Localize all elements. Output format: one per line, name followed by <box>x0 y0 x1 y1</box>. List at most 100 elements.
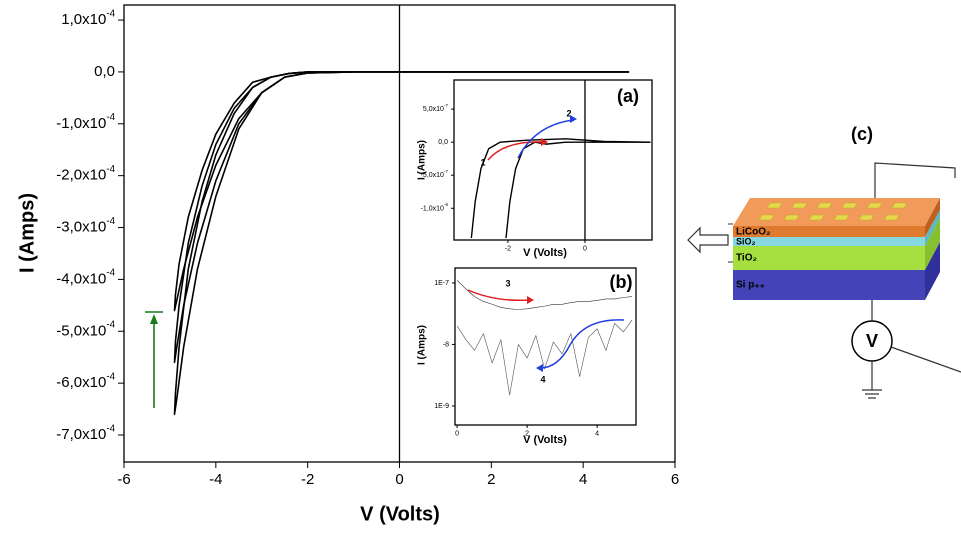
plot-frame <box>453 79 653 241</box>
wire <box>890 346 961 373</box>
tick-mantissa: -1,0x10 <box>56 115 106 132</box>
blue-head-a <box>570 115 577 123</box>
red-arrow-a <box>487 141 546 161</box>
layer-si <box>733 270 925 300</box>
x-tick-label: 2 <box>525 430 529 437</box>
tick-mantissa: 1E-9 <box>434 403 449 410</box>
tick-exponent: -7 <box>444 103 449 108</box>
layer-label: Si p₊₊ <box>736 280 765 291</box>
green-arrow <box>145 311 163 408</box>
tick-mantissa: 0,0 <box>438 139 448 146</box>
annotation: (a) <box>617 86 639 106</box>
side-tio2 <box>925 218 940 270</box>
blue-head-b <box>536 364 543 372</box>
tick-mantissa: -5,0x10 <box>56 322 106 339</box>
side-si <box>925 242 940 300</box>
blue-arrow-a <box>517 119 574 159</box>
y-axis-label: I (Amps) <box>417 140 428 180</box>
y-tick-label: 0,0 <box>438 139 448 146</box>
inset-arrows <box>467 115 625 372</box>
side-licoo2 <box>925 198 940 237</box>
tick-exponent: -4 <box>106 112 115 123</box>
x-tick-label: 0 <box>395 471 403 488</box>
y-tick-label: -7,0x10-4 <box>56 423 115 443</box>
y-tick-label: -3,0x10-4 <box>56 215 115 235</box>
y-axis-label: I (Amps) <box>417 325 428 365</box>
data-line <box>456 280 633 310</box>
y-tick-label: 0,0 <box>94 63 115 80</box>
layer-label: SiO₂ <box>736 236 756 246</box>
y-tick-label: -6,0x10-4 <box>56 371 115 391</box>
tick-exponent: -4 <box>106 423 115 434</box>
tick-exponent: -4 <box>106 319 115 330</box>
open-arrow <box>687 226 729 254</box>
x-tick-label: -6 <box>117 471 130 488</box>
y-tick-label: 1E-9 <box>434 403 449 410</box>
y-axis-label: I (Amps) <box>16 193 38 273</box>
x-tick-label: 2 <box>487 471 495 488</box>
annotation: (b) <box>610 272 633 292</box>
tick-mantissa: -8 <box>443 341 449 348</box>
x-tick-label: 0 <box>583 245 587 252</box>
y-tick-label: 1E-7 <box>434 280 449 287</box>
pads <box>758 202 908 221</box>
tick-exponent: -4 <box>106 215 115 226</box>
device-diagram: (c) LiCoO₂ SiO₂ TiO₂ Si p₊₊ V <box>687 124 961 399</box>
plot-frame <box>454 267 637 426</box>
y-tick-label: -5,0x10-4 <box>56 319 115 339</box>
data-line <box>173 71 630 312</box>
tick-mantissa: -1,0x10 <box>421 205 444 212</box>
x-axis-label: V (Volts) <box>523 247 567 259</box>
arrow-head <box>150 314 158 324</box>
tick-mantissa: -4,0x10 <box>56 270 106 287</box>
y-tick-label: -2,0x10-4 <box>56 163 115 183</box>
tick-mantissa: 1,0x10 <box>61 11 106 28</box>
tick-exponent: -4 <box>106 267 115 278</box>
tick-mantissa: -6,0x10 <box>56 374 106 391</box>
y-tick-label: 5,0x10-7 <box>423 103 449 113</box>
y-tick-label: -1,0x10-6 <box>421 202 449 212</box>
x-axis-label: V (Volts) <box>360 503 440 525</box>
y-tick-label: -5,0x10-7 <box>421 169 449 179</box>
x-tick-label: 4 <box>579 471 587 488</box>
x-tick-label: -4 <box>209 471 222 488</box>
tick-mantissa: 0,0 <box>94 63 115 80</box>
annotation: 4 <box>540 374 545 384</box>
y-tick-label: -1,0x10-4 <box>56 112 115 132</box>
meter-label: V <box>866 331 878 351</box>
tick-exponent: -6 <box>444 202 449 207</box>
x-tick-label: 6 <box>671 471 679 488</box>
data-line <box>470 138 651 239</box>
top-face <box>733 198 940 226</box>
layer-tio2 <box>733 246 925 270</box>
red-head-b <box>527 296 534 304</box>
red-head-a <box>541 138 548 146</box>
tick-exponent: -7 <box>444 169 449 174</box>
tick-mantissa: -2,0x10 <box>56 167 106 184</box>
blue-arrow-b <box>539 319 625 369</box>
tick-mantissa: -7,0x10 <box>56 426 106 443</box>
tick-mantissa: 1E-7 <box>434 280 449 287</box>
x-tick-label: -2 <box>505 245 511 252</box>
panel-label: (c) <box>851 124 873 144</box>
x-tick-label: -2 <box>301 471 314 488</box>
x-axis-label: V (Volts) <box>523 434 567 446</box>
x-tick-label: 4 <box>595 430 599 437</box>
layer-label: LiCoO₂ <box>736 227 770 238</box>
layer-label: TiO₂ <box>736 253 757 264</box>
wire-top <box>874 162 956 208</box>
annotation: 2 <box>566 108 571 118</box>
red-arrow-b <box>467 289 531 302</box>
layer-licoo2 <box>733 226 925 237</box>
y-tick-label: 1,0x10-4 <box>61 8 115 28</box>
tick-mantissa: -5,0x10 <box>421 172 444 179</box>
tick-exponent: -4 <box>106 8 115 19</box>
y-tick-label: -8 <box>443 341 449 348</box>
x-tick-label: 0 <box>455 430 459 437</box>
annotation: 3 <box>505 278 510 288</box>
tick-mantissa: -3,0x10 <box>56 219 106 236</box>
tick-exponent: -4 <box>106 163 115 174</box>
tick-exponent: -4 <box>106 371 115 382</box>
